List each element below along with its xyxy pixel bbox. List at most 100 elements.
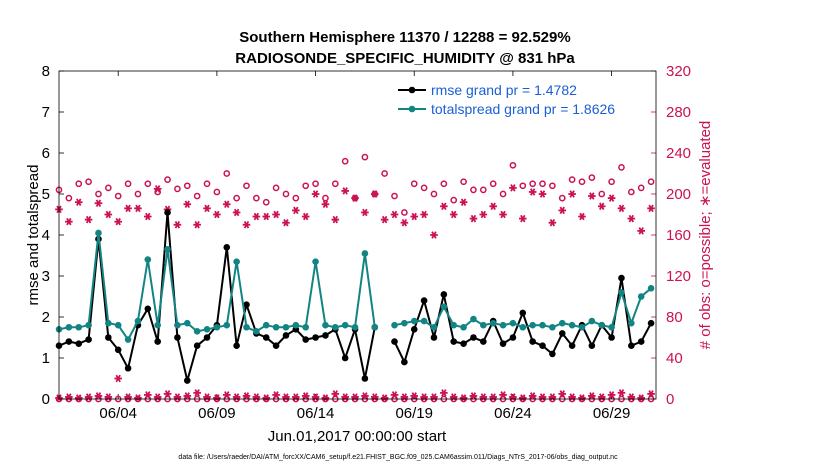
obs-possible-marker xyxy=(203,180,211,188)
obs-possible-marker xyxy=(114,192,122,200)
obs-evaluated-marker xyxy=(331,215,340,224)
obs-evaluated-low-marker xyxy=(262,394,271,402)
rmse-point xyxy=(312,334,319,341)
obs-possible-marker xyxy=(253,194,260,202)
totalspread-point xyxy=(262,321,270,329)
totalspread-point xyxy=(85,321,92,329)
totalspread-point xyxy=(302,323,309,331)
totalspread-point xyxy=(598,321,606,329)
obs-evaluated-marker xyxy=(114,217,123,226)
rmse-point xyxy=(391,338,398,345)
obs-evaluated-marker xyxy=(153,185,162,193)
obs-possible-marker xyxy=(331,180,339,188)
rmse-point xyxy=(549,350,556,358)
obs-evaluated-marker xyxy=(370,190,379,198)
left-axis-ticks: 0 1 2 3 4 5 6 7 8 xyxy=(42,63,64,408)
obs-possible-marker xyxy=(539,180,546,188)
obs-evaluated-marker xyxy=(518,214,527,223)
totalspread-point xyxy=(371,323,379,331)
obs-possible-marker xyxy=(618,164,625,171)
obs-evaluated-marker xyxy=(459,198,468,206)
rmse-point xyxy=(341,354,349,362)
obs-evaluated-marker xyxy=(647,204,655,213)
obs-possible-marker xyxy=(588,174,596,181)
left-tick-label: 5 xyxy=(42,186,50,203)
obs-evaluated-marker xyxy=(420,210,428,219)
obs-evaluated-marker xyxy=(390,210,399,219)
legend-spread-marker xyxy=(408,105,416,113)
totalspread-point xyxy=(253,328,260,335)
rmse-point xyxy=(144,305,152,313)
totalspread-point xyxy=(430,323,438,331)
totalspread-point xyxy=(233,258,240,265)
obs-possible-marker xyxy=(243,182,250,190)
rmse-point xyxy=(460,340,467,347)
rmse-point xyxy=(499,340,507,347)
rmse-point xyxy=(243,301,250,309)
plot-marks xyxy=(55,153,655,403)
totalspread-point xyxy=(480,321,487,329)
obs-evaluated-marker xyxy=(627,214,636,223)
legend-rmse-label: rmse grand pr = 1.4782 xyxy=(431,82,577,98)
obs-evaluated-marker xyxy=(94,199,103,207)
rmse-point xyxy=(628,342,635,350)
rmse-point xyxy=(262,334,270,341)
obs-possible-marker xyxy=(578,178,586,186)
right-tick-label: 200 xyxy=(666,186,691,203)
rmse-line xyxy=(58,212,652,381)
obs-evaluated-marker xyxy=(292,206,300,215)
obs-evaluated-low-marker xyxy=(459,394,468,402)
obs-possible-marker xyxy=(568,176,576,183)
y-axis-label-left: rmse and totalspread xyxy=(25,165,42,306)
x-axis-label: Jun.01,2017 00:00:00 start xyxy=(268,428,447,445)
totalspread-point xyxy=(243,323,250,331)
obs-evaluated-marker xyxy=(104,210,113,219)
left-tick-label: 8 xyxy=(42,63,50,80)
left-tick-label: 4 xyxy=(42,227,50,244)
totalspread-point xyxy=(282,323,290,331)
obs-possible-marker xyxy=(282,190,290,198)
totalspread-point xyxy=(628,319,635,327)
rmse-point xyxy=(440,291,448,298)
right-tick-label: 280 xyxy=(666,104,691,121)
obs-possible-marker xyxy=(341,157,349,165)
totalspread-point xyxy=(95,229,102,237)
obs-possible-marker xyxy=(430,190,438,198)
obs-possible-marker xyxy=(75,180,83,188)
plot-frame xyxy=(58,70,657,400)
rmse-point xyxy=(647,319,655,327)
legend-rmse-marker xyxy=(408,86,416,94)
totalspread-point xyxy=(164,246,171,253)
totalspread-point xyxy=(618,289,625,296)
obs-possible-marker xyxy=(608,178,615,186)
left-tick-label: 2 xyxy=(42,309,50,326)
obs-possible-marker xyxy=(509,161,517,169)
obs-possible-marker xyxy=(391,192,398,200)
x-tick-label: 06/24 xyxy=(494,405,532,422)
obs-possible-marker xyxy=(134,190,142,198)
rmse-point xyxy=(282,332,290,339)
obs-evaluated-marker xyxy=(252,212,261,221)
obs-evaluated-low-marker xyxy=(361,392,369,400)
left-tick-label: 7 xyxy=(42,104,50,121)
obs-possible-marker xyxy=(322,194,329,202)
rmse-point xyxy=(568,342,576,350)
obs-evaluated-marker xyxy=(262,212,271,221)
obs-evaluated-marker xyxy=(617,204,626,213)
obs-possible-marker xyxy=(233,194,240,202)
obs-evaluated-low-marker xyxy=(134,394,142,402)
obs-evaluated-low-marker xyxy=(528,392,537,400)
obs-possible-marker xyxy=(479,186,487,194)
obs-evaluated-low-marker xyxy=(637,394,645,402)
x-tick-label: 06/29 xyxy=(593,405,631,422)
rmse-point xyxy=(410,326,418,333)
totalspread-point xyxy=(519,323,527,331)
right-tick-label: 40 xyxy=(666,350,683,367)
rmse-point xyxy=(233,342,240,350)
totalspread-point xyxy=(558,319,566,327)
obs-evaluated-marker xyxy=(568,190,576,198)
obs-evaluated-marker xyxy=(242,221,251,229)
obs-evaluated-low-marker xyxy=(74,394,83,402)
obs-evaluated-low-marker xyxy=(647,390,655,398)
